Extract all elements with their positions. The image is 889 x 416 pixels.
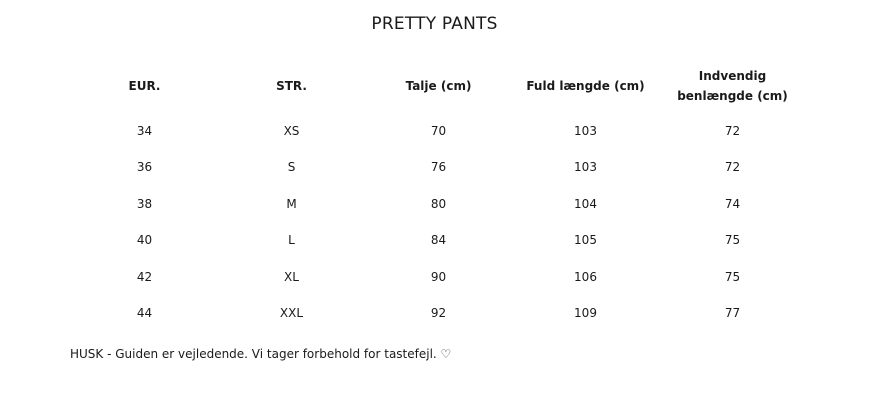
page-title: PRETTY PANTS [371,14,498,34]
table-row: 40 L 84 105 75 [71,233,806,247]
column-header: STR. [276,79,307,93]
disclaimer-note: HUSK - Guiden er vejledende. Vi tager fo… [70,347,452,361]
table-cell: 92 [430,306,447,320]
table-row: 36 S 76 103 72 [71,160,806,174]
table-cell: 34 [136,124,153,138]
table-cell: 70 [430,124,447,138]
table-cell: XXL [279,306,304,320]
table-cell: 76 [430,160,447,175]
table-cell: XS [283,124,300,138]
table-cell: 75 [724,269,741,284]
table-cell: 72 [724,124,741,138]
column-header: Indvendig benlængde (cm) [677,69,788,103]
table-cell: L [288,233,295,248]
table-cell: 109 [574,306,597,320]
table-header-row: EUR. STR. Talje (cm) Fuld længde (cm) Indven… [71,66,806,106]
table-row: 42 XL 90 106 75 [71,270,806,284]
table-cell: M [286,196,297,211]
table-row: 44 XXL 92 109 77 [71,306,806,320]
table-cell: 84 [430,233,447,248]
table-cell: 106 [574,269,597,284]
table-cell: 104 [574,196,597,211]
column-header: EUR. [128,79,161,93]
table-cell: 42 [136,269,153,284]
table-cell: 38 [136,196,153,211]
table-cell: 90 [430,269,447,284]
table-cell: 105 [574,233,597,248]
table-cell: 74 [724,196,741,211]
table-cell: 36 [136,160,153,175]
table-cell: 80 [430,196,447,211]
table-cell: 77 [724,306,741,320]
column-header: Fuld længde (cm) [526,79,645,93]
table-cell: S [287,160,296,175]
table-cell: 103 [574,124,597,138]
table-row: 38 M 80 104 74 [71,197,806,211]
table-cell: 75 [724,233,741,248]
table-cell: 72 [724,160,741,175]
column-header: Talje (cm) [405,79,472,93]
table-cell: 44 [136,306,153,320]
table-cell: XL [284,269,299,284]
table-cell: 40 [136,233,153,248]
table-row: 34 XS 70 103 72 [71,124,806,138]
table-cell: 103 [574,160,597,175]
